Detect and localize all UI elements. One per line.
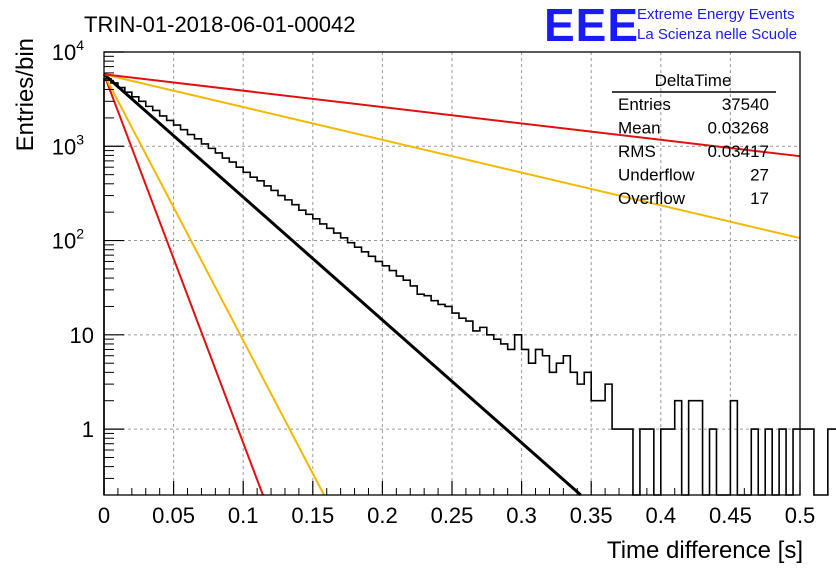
x-tick-label: 0.2: [367, 503, 398, 528]
x-tick-label: 0.15: [291, 503, 334, 528]
y-tick-label: 10: [70, 323, 94, 348]
x-tick-label: 0: [98, 503, 110, 528]
x-tick-label: 0.25: [431, 503, 474, 528]
y-tick-label: 103: [52, 131, 84, 159]
x-tick-label: 0.4: [646, 503, 677, 528]
stats-value-overflow: 17: [750, 189, 769, 208]
y-tick-label: 1: [82, 417, 94, 442]
stats-label-rms: RMS: [618, 142, 656, 161]
x-tick-label: 0.1: [228, 503, 259, 528]
stats-label-entries: Entries: [618, 95, 671, 114]
histogram-outline: [103, 77, 836, 496]
stats-label-mean: Mean: [618, 119, 661, 138]
stats-box: DeltaTime Entries 37540 Mean 0.03268 RMS 0.03…: [612, 71, 776, 208]
fit-curve-fit: [103, 73, 582, 497]
eee-logo-line2: La Scienza nelle Scuole: [637, 26, 797, 43]
eee-logo-letters: EEE: [544, 0, 639, 51]
x-tick-label: 0.3: [506, 503, 537, 528]
stats-label-overflow: Overflow: [618, 189, 686, 208]
fit-curves: [103, 73, 801, 497]
eee-logo-line1: Extreme Energy Events: [637, 6, 795, 23]
y-axis-ticks: 1 10 102 103 104: [52, 37, 124, 496]
fit-curve-orange: [103, 73, 801, 240]
fit-curve-red: [103, 73, 264, 496]
y-axis-title: Entries/bin: [12, 38, 39, 151]
x-tick-label: 0.5: [785, 503, 816, 528]
x-axis-title: Time difference [s]: [607, 537, 803, 564]
grid: [104, 51, 800, 495]
histogram: [103, 77, 836, 496]
x-tick-label: 0.45: [709, 503, 752, 528]
fit-curve-red: [103, 73, 801, 158]
stats-value-entries: 37540: [722, 95, 769, 114]
stats-value-underflow: 27: [750, 166, 769, 185]
eee-logo: EEE Extreme Energy Events La Scienza nel…: [544, 0, 797, 51]
x-tick-label: 0.05: [152, 503, 195, 528]
x-axis-ticks: 0 0.05 0.1 0.15 0.2 0.25 0.3 0.35 0.4 0.45 0.5: [98, 481, 815, 528]
y-tick-label: 102: [52, 226, 84, 254]
stats-value-mean: 0.03268: [708, 119, 769, 138]
stats-label-underflow: Underflow: [618, 166, 695, 185]
y-tick-label: 104: [52, 37, 84, 65]
fit-curve-orange: [103, 73, 325, 496]
chart-title: TRIN-01-2018-06-01-00042: [84, 12, 356, 37]
stats-title: DeltaTime: [655, 71, 732, 90]
stats-value-rms: 0.03417: [708, 142, 769, 161]
x-tick-label: 0.35: [570, 503, 613, 528]
